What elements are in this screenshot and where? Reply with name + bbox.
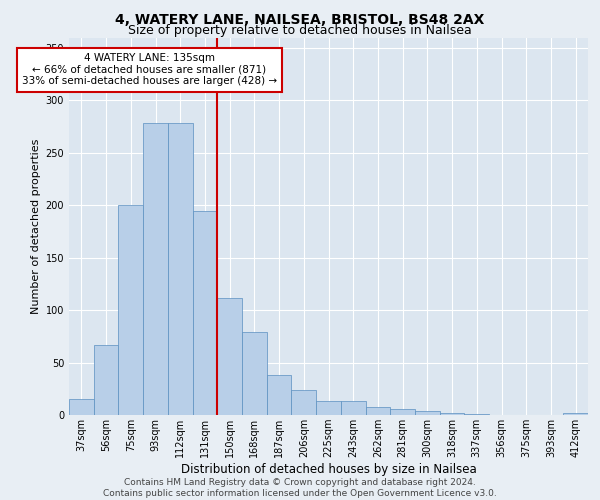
Bar (563, 413, 588, 415)
Bar (118, 206, 143, 415)
Bar (193, 210, 217, 415)
X-axis label: Distribution of detached houses by size in Nailsea: Distribution of detached houses by size … (181, 463, 476, 476)
Bar (292, 390, 316, 415)
Bar (168, 124, 193, 415)
Bar (94, 344, 118, 415)
Text: Size of property relative to detached houses in Nailsea: Size of property relative to detached ho… (128, 24, 472, 37)
Bar (415, 411, 440, 415)
Bar (464, 414, 489, 415)
Bar (440, 413, 464, 415)
Bar (365, 406, 390, 415)
Text: Contains HM Land Registry data © Crown copyright and database right 2024.
Contai: Contains HM Land Registry data © Crown c… (103, 478, 497, 498)
Bar (390, 408, 415, 415)
Bar (316, 402, 341, 415)
Bar (69, 400, 94, 415)
Bar (217, 298, 242, 415)
Y-axis label: Number of detached properties: Number of detached properties (31, 138, 41, 314)
Bar (143, 124, 168, 415)
Bar (267, 375, 292, 415)
Bar (341, 402, 365, 415)
Text: 4, WATERY LANE, NAILSEA, BRISTOL, BS48 2AX: 4, WATERY LANE, NAILSEA, BRISTOL, BS48 2… (115, 12, 485, 26)
Text: 4 WATERY LANE: 135sqm
← 66% of detached houses are smaller (871)
33% of semi-det: 4 WATERY LANE: 135sqm ← 66% of detached … (22, 53, 277, 86)
Bar (242, 332, 267, 415)
